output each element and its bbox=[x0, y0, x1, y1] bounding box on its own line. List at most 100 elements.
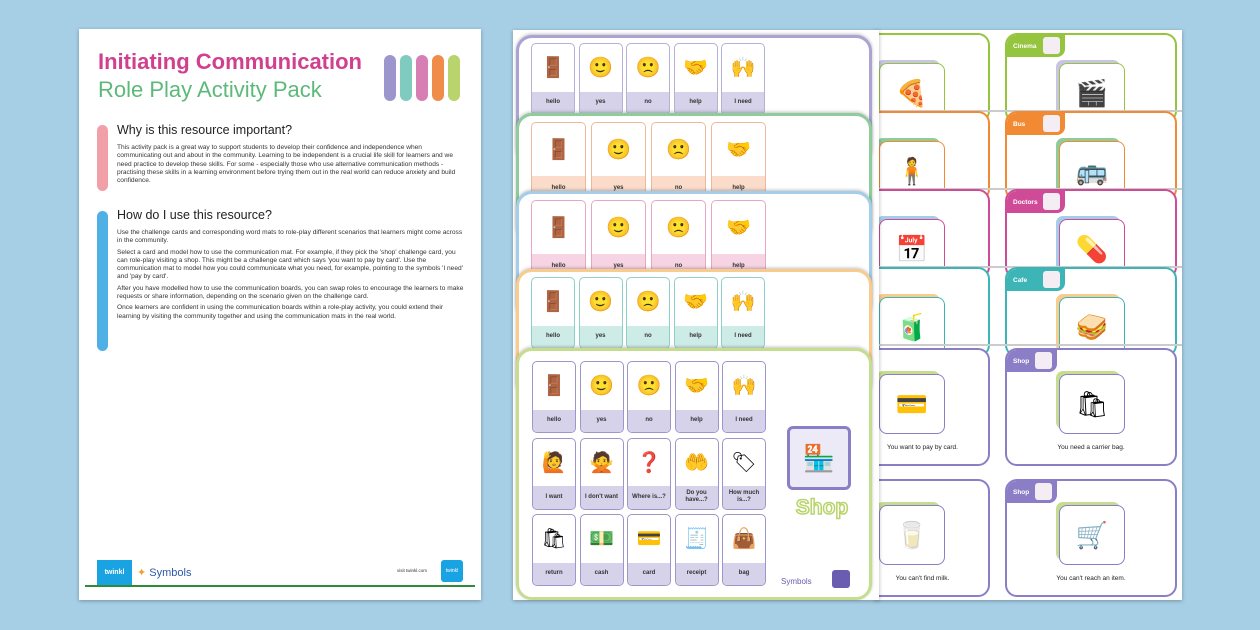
symbol-cell[interactable]: 🤝 help bbox=[711, 122, 766, 202]
symbol-icon: 💳 bbox=[636, 528, 662, 551]
scenario-picture: 🛒 bbox=[1059, 505, 1125, 565]
symbol-cell[interactable]: 🤝 help bbox=[674, 361, 719, 433]
symbol-label: I don't want bbox=[580, 486, 623, 509]
symbol-cell[interactable]: 🙂 yes bbox=[591, 200, 646, 280]
scenario-picture: 💳 bbox=[879, 374, 945, 434]
symbol-cell[interactable]: 🙂 yes bbox=[591, 122, 646, 202]
symbol-cell[interactable]: 🤝 help bbox=[711, 200, 766, 280]
symbol-label: help bbox=[674, 325, 717, 348]
symbol-label: hello bbox=[532, 91, 574, 114]
symbol-label: card bbox=[628, 562, 670, 585]
symbol-label: I need bbox=[723, 409, 765, 432]
symbol-icon: 🚪 bbox=[540, 291, 566, 314]
symbol-label: I need bbox=[722, 91, 764, 114]
symbol-cell[interactable]: 👜 bag bbox=[722, 514, 766, 586]
symbol-cell[interactable]: 🚪 hello bbox=[531, 200, 586, 280]
scenario-picture: 🛍 bbox=[1059, 374, 1125, 434]
symbols-logo: Symbols bbox=[781, 577, 812, 586]
twinkl-badge: twinkl bbox=[441, 560, 463, 582]
symbol-icon: 🙌 bbox=[731, 375, 757, 398]
symbol-icon: 🙁 bbox=[666, 217, 691, 240]
symbol-cell[interactable]: 🙁 no bbox=[626, 43, 670, 115]
symbol-cell[interactable]: 🏷 How much is...? bbox=[722, 437, 766, 510]
challenge-card[interactable]: Cafe 🥪 bbox=[1005, 267, 1177, 357]
symbol-cell[interactable]: 🤝 help bbox=[673, 277, 718, 349]
shop-challenge-card[interactable]: Shop 🛍 You need a carrier bag. bbox=[1005, 348, 1177, 466]
symbol-icon: 🤲 bbox=[684, 451, 709, 474]
symbol-icon: 🚪 bbox=[541, 375, 567, 398]
symbol-cell[interactable]: 🚪 hello bbox=[532, 361, 576, 433]
decor-pill bbox=[416, 55, 428, 101]
symbol-cell[interactable]: ❓ Where is...? bbox=[627, 437, 671, 510]
symbol-icon: 🚪 bbox=[546, 217, 571, 240]
section1-text: This activity pack is a great way to sup… bbox=[117, 144, 456, 185]
symbol-label: How much is...? bbox=[723, 486, 765, 509]
shop-communication-mat: 🚪 hello 🙂 yes 🙁 no 🤝 help 🙌 I need 🙋 I want 🙅 I don't… bbox=[516, 348, 872, 600]
place-title: Shop bbox=[795, 495, 849, 520]
symbol-cell[interactable]: 🙂 yes bbox=[578, 43, 623, 115]
section2-heading: How do I use this resource? bbox=[117, 208, 272, 222]
decor-pill bbox=[448, 55, 460, 101]
section-bar-blue bbox=[97, 211, 108, 351]
challenge-card[interactable]: Cinema 🎬 bbox=[1005, 33, 1177, 123]
symbol-cell[interactable]: 🙁 no bbox=[651, 200, 706, 280]
symbol-label: receipt bbox=[675, 562, 718, 585]
symbol-label: no bbox=[627, 91, 669, 114]
symbol-icon: 🙁 bbox=[635, 57, 661, 80]
symbol-cell[interactable]: 🙋 I want bbox=[532, 437, 576, 510]
symbol-icon: 🙁 bbox=[636, 375, 662, 398]
symbol-icon: 🙌 bbox=[730, 291, 756, 314]
symbol-label: return bbox=[533, 562, 575, 585]
symbol-cell[interactable]: 🚪 hello bbox=[531, 122, 586, 202]
symbol-cell[interactable]: 🙂 yes bbox=[579, 361, 624, 433]
card-text: You can't reach an item. bbox=[1056, 575, 1126, 582]
category-icon bbox=[1043, 115, 1060, 132]
symbol-label: help bbox=[674, 91, 717, 114]
symbol-cell[interactable]: 🙁 no bbox=[627, 361, 671, 433]
symbol-cell[interactable]: 🙁 no bbox=[651, 122, 706, 202]
symbol-label: help bbox=[675, 409, 718, 432]
symbol-cell[interactable]: 🛍 return bbox=[532, 514, 576, 586]
visit-link[interactable]: visit twinkl.com bbox=[397, 568, 428, 573]
symbol-cell[interactable]: 💳 card bbox=[627, 514, 671, 586]
symbol-cell[interactable]: 🙅 I don't want bbox=[579, 437, 624, 510]
symbol-label: Do you have...? bbox=[675, 486, 718, 509]
symbol-cell[interactable]: 🤲 Do you have...? bbox=[674, 437, 719, 510]
shop-icon bbox=[1035, 352, 1052, 369]
symbol-cell[interactable]: 🚪 hello bbox=[531, 277, 575, 349]
symbol-cell[interactable]: 🤝 help bbox=[673, 43, 718, 115]
symbol-cell[interactable]: 🙁 no bbox=[626, 277, 670, 349]
symbol-icon: 🤝 bbox=[684, 375, 709, 398]
symbol-label: yes bbox=[579, 325, 622, 348]
symbol-label: hello bbox=[533, 409, 575, 432]
shop-place-icon: 🏪 bbox=[787, 426, 851, 490]
symbol-icon: 🤝 bbox=[683, 57, 708, 80]
symbol-icon: 🙂 bbox=[589, 375, 614, 398]
card-label: Doctors bbox=[1013, 198, 1038, 206]
shop-challenge-card[interactable]: Shop 🛒 You can't reach an item. bbox=[1005, 479, 1177, 597]
guide-page: Initiating Communication Role Play Activ… bbox=[79, 29, 481, 600]
symbol-icon: 🤝 bbox=[726, 217, 751, 240]
symbol-cell[interactable]: 💵 cash bbox=[579, 514, 624, 586]
communication-mat: 🚪 hello 🙂 yes 🙁 no 🤝 help 🙌 I need bbox=[516, 35, 872, 165]
symbol-cell[interactable]: 🙌 I need bbox=[722, 361, 766, 433]
decor-pill bbox=[384, 55, 396, 101]
symbol-label: yes bbox=[580, 409, 623, 432]
symbol-cell[interactable]: 🙌 I need bbox=[721, 43, 765, 115]
symbol-icon: 🙁 bbox=[666, 139, 691, 162]
card-label: Bus bbox=[1013, 120, 1026, 128]
symbol-icon: 🧾 bbox=[684, 528, 709, 551]
symbol-icon: 🤝 bbox=[683, 291, 708, 314]
symbol-cell[interactable]: 🙂 yes bbox=[578, 277, 623, 349]
page-divider bbox=[875, 344, 1182, 346]
shop-icon bbox=[1035, 483, 1052, 500]
symbol-cell[interactable]: 🚪 hello bbox=[531, 43, 575, 115]
title-line2: Role Play Activity Pack bbox=[98, 77, 322, 102]
card-label: Shop bbox=[1013, 357, 1030, 365]
symbol-icon: 🙂 bbox=[606, 139, 631, 162]
symbol-cell[interactable]: 🧾 receipt bbox=[674, 514, 719, 586]
footer-divider bbox=[85, 585, 475, 587]
symbol-cell[interactable]: 🙌 I need bbox=[721, 277, 765, 349]
section2-text: Use the challenge cards and correspondin… bbox=[117, 229, 464, 320]
category-icon bbox=[1043, 193, 1060, 210]
